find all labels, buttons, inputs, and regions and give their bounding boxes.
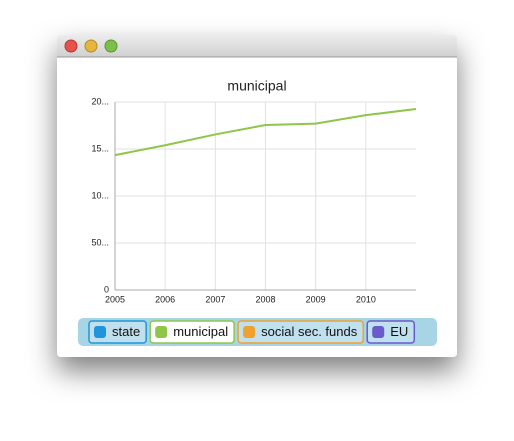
close-button[interactable] — [64, 39, 78, 53]
legend-item[interactable]: EU — [366, 320, 416, 344]
x-tick-label: 2010 — [356, 294, 376, 304]
legend-marker — [94, 326, 106, 338]
legend-marker — [243, 326, 256, 338]
x-tick-label: 2007 — [205, 294, 225, 304]
line-series — [114, 108, 417, 157]
minimize-button[interactable] — [84, 39, 98, 53]
x-tick-label: 2008 — [255, 294, 275, 304]
x-tick-label: 2009 — [306, 294, 326, 304]
legend-item-box — [237, 320, 364, 344]
y-tick-label: 50... — [91, 237, 109, 247]
x-tick-label: 2006 — [155, 294, 175, 304]
zoom-button[interactable] — [104, 39, 118, 53]
legend-item[interactable]: municipal — [149, 320, 235, 344]
legend-marker — [155, 326, 168, 338]
x-tick-label: 2005 — [105, 294, 125, 304]
y-tick-label: 20... — [91, 96, 109, 106]
legend-marker — [372, 326, 385, 338]
legend-item-box — [149, 320, 235, 344]
plot: 0 50... 10... 15... 20... 2005 2006 2007 2008 200… — [91, 96, 417, 304]
legend-items: state municipal social sec. funds EU — [88, 320, 416, 344]
legend-label: social sec. funds — [261, 324, 358, 339]
title-bar — [57, 35, 457, 57]
legend-item[interactable]: state — [88, 320, 147, 344]
y-tick-label: 10... — [91, 190, 109, 200]
y-tick-label: 0 — [104, 284, 109, 294]
legend-label: state — [112, 324, 140, 339]
y-tick-label: 15... — [91, 143, 109, 153]
legend-item[interactable]: social sec. funds — [237, 320, 364, 344]
chart-title: municipal — [227, 78, 286, 94]
legend-label: municipal — [173, 324, 228, 339]
legend-label: EU — [390, 324, 408, 339]
